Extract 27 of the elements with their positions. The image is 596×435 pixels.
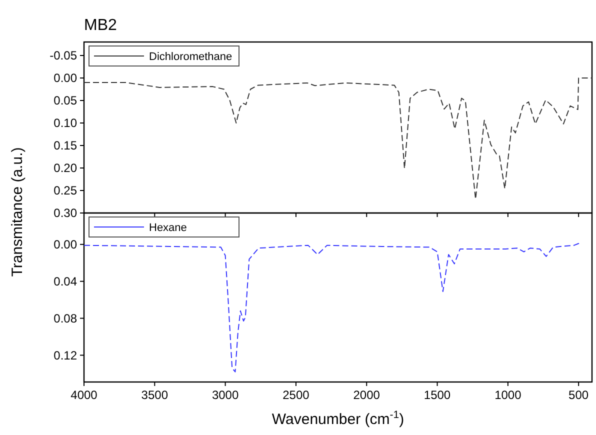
y-tick-label: 0.08 <box>54 311 78 326</box>
x-tick-label: 1000 <box>494 388 522 402</box>
y-tick-label: 0.00 <box>54 238 78 252</box>
y-tick-label: 0.15 <box>54 138 78 153</box>
y-tick-label: 0.20 <box>54 161 78 176</box>
y-tick-label: 0.05 <box>54 94 78 108</box>
x-tick-label: 4000 <box>70 388 98 402</box>
x-tick-label: 500 <box>568 388 589 402</box>
legend-label: Hexane <box>149 222 187 234</box>
legend-label: Dichloromethane <box>149 50 232 63</box>
x-axis-title: Wavenumber (cm$^{-1}$) <box>272 409 404 428</box>
y-tick-label: 0.25 <box>54 184 78 198</box>
line-series <box>84 78 592 200</box>
y-tick-label: 0.04 <box>54 274 78 289</box>
x-tick-label: 2000 <box>353 388 380 402</box>
x-tick-label: 3500 <box>141 388 168 402</box>
y-tick-label: 0.10 <box>54 116 78 130</box>
y-tick-label: 0.30 <box>54 206 78 220</box>
x-tick-label: 3000 <box>212 388 239 402</box>
x-tick-label: 1500 <box>424 388 451 402</box>
y-tick-label: 0.12 <box>54 348 78 362</box>
chart-title: MB2 <box>84 17 117 34</box>
x-tick-label: 2500 <box>282 388 310 402</box>
y-tick-label: -0.05 <box>50 48 78 63</box>
y-tick-label: 0.00 <box>54 71 78 86</box>
line-series <box>84 242 580 372</box>
y-axis-title: Transmitance (a.u.) <box>9 147 26 277</box>
